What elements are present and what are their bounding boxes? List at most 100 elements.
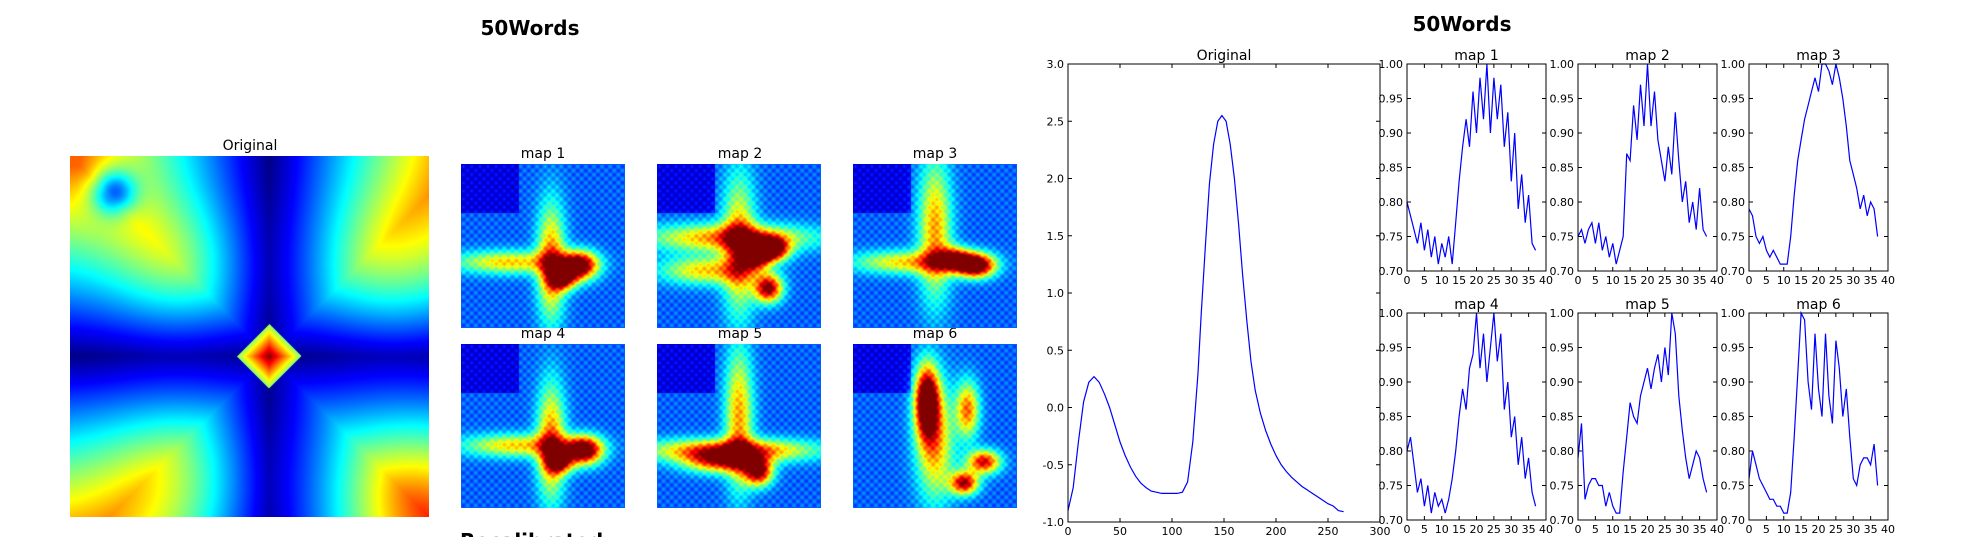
map-6-line-ytick-label: 0.80: [1721, 445, 1746, 458]
map-2-line-xtick-label: 20: [1641, 274, 1655, 287]
map-1-line-title: map 1: [1454, 48, 1498, 64]
map-6-line-xtick-label: 5: [1763, 523, 1770, 536]
original-line-ytick-label: -0.5: [1043, 459, 1064, 472]
map-3-line-xtick-label: 40: [1881, 274, 1895, 287]
map-3-line-title: map 3: [1796, 48, 1840, 64]
map-6-line-ytick-label: 0.85: [1721, 411, 1746, 424]
original-line-title: Original: [1197, 48, 1252, 64]
map-3-line-chart: map 3 0 5 10 15 20 25 30 35 40 0.70 0.75 0.80 0.85 0.9…: [1721, 48, 1896, 287]
map-5-line-title: map 5: [1625, 297, 1669, 313]
map-6-line-xtick-label: 40: [1881, 523, 1895, 536]
map-1-line-ytick-label: 0.70: [1379, 265, 1404, 278]
map-3-line-ytick-label: 0.95: [1721, 93, 1746, 106]
right-figure-title: 50Words: [1412, 12, 1511, 36]
map-2-line-title: map 2: [1625, 48, 1669, 64]
map-6-line-xtick-label: 25: [1829, 523, 1843, 536]
map-6-line-chart: map 60 5 10 15 20 25 30 35 400.700.750.800.850.9…: [1721, 297, 1896, 536]
map-3-line-series: [1749, 64, 1878, 264]
map-4-line-ytick-label: 0.85: [1379, 411, 1404, 424]
original-line-series: [1068, 116, 1344, 512]
original-line-ytick-label: 0.0: [1047, 402, 1065, 415]
map-1-line-frame: [1407, 64, 1546, 271]
map-6-line-frame: [1749, 313, 1888, 520]
map-3-line-xtick-label: 35: [1864, 274, 1878, 287]
map-6-line-xtick-label: 15: [1794, 523, 1808, 536]
map-5-line-ytick-label: 0.90: [1550, 376, 1575, 389]
map-4-line-chart: map 4 0 5 10 15 20 25 30 35 40 0.70 0.75 0.80 0.85 0.9…: [1379, 297, 1554, 536]
map-2-line-xtick-label: 10: [1606, 274, 1620, 287]
map-4-line-xtick-label: 15: [1452, 523, 1466, 536]
map-6-line-xtick-label: 20: [1812, 523, 1826, 536]
map-5-line-xtick-label: 35: [1693, 523, 1707, 536]
map-2-line-xtick-label: 0: [1575, 274, 1582, 287]
map-6-line-xtick-label: 30: [1846, 523, 1860, 536]
map-1-line-ytick-label: 0.90: [1379, 127, 1404, 140]
map-2-line-ytick-label: 0.70: [1550, 265, 1575, 278]
map-3-line-xtick-label: 15: [1794, 274, 1808, 287]
map-3-line-xtick-label: 0: [1746, 274, 1753, 287]
map-3-line-xtick-label: 20: [1812, 274, 1826, 287]
map-1-line-xtick-label: 25: [1487, 274, 1501, 287]
map-4-line-series: [1407, 313, 1536, 513]
map-4-line-ytick-label: 1.00: [1379, 307, 1404, 320]
map-4-line-xtick-label: 10: [1435, 523, 1449, 536]
map-6-line-ytick-label: 1.00: [1721, 307, 1746, 320]
map-6-line-series: [1749, 313, 1878, 513]
map-6-line-xtick-label: 10: [1777, 523, 1791, 536]
original-line-xtick-label: 200: [1266, 525, 1287, 537]
map-5-line-series: [1578, 313, 1707, 513]
map-3-line-frame: [1749, 64, 1888, 271]
map-6-line-xtick-label: 35: [1864, 523, 1878, 536]
map-3-line-ytick-label: 0.80: [1721, 196, 1746, 209]
map-2-line-ytick-label: 1.00: [1550, 58, 1575, 71]
map-1-line-xtick-label: 0: [1404, 274, 1411, 287]
map-4-line-ytick-label: 0.70: [1379, 514, 1404, 527]
map-4-line-xtick-label: 30: [1504, 523, 1518, 536]
map-1-line-xtick-label: 5: [1421, 274, 1428, 287]
map-5-line-ytick-label: 0.95: [1550, 342, 1575, 355]
map-5-line-ytick-label: 0.80: [1550, 445, 1575, 458]
map-5-line-xtick-label: 15: [1623, 523, 1637, 536]
map-4-line-ytick-label: 0.95: [1379, 342, 1404, 355]
map-2-line-xtick-label: 35: [1693, 274, 1707, 287]
map-5-line-xtick-label: 25: [1658, 523, 1672, 536]
map-2-line-ytick-label: 0.85: [1550, 162, 1575, 175]
map-2-line-series: [1578, 64, 1707, 264]
map-6-line-ytick-label: 0.95: [1721, 342, 1746, 355]
map-1-line-ytick-label: 0.95: [1379, 93, 1404, 106]
original-line-chart: Original0 50 100 150 200 250 300-1.0-0.50.00.5…: [1043, 48, 1391, 537]
map-5-line-xtick-label: 5: [1592, 523, 1599, 536]
map-3-line-ytick-label: 1.00: [1721, 58, 1746, 71]
map-4-line-ytick-label: 0.90: [1379, 376, 1404, 389]
map-6-line-ytick-label: 0.90: [1721, 376, 1746, 389]
map-2-line-xtick-label: 30: [1675, 274, 1689, 287]
map-3-line-xtick-label: 25: [1829, 274, 1843, 287]
map-3-line-ytick-label: 0.85: [1721, 162, 1746, 175]
original-line-xtick-label: 150: [1214, 525, 1235, 537]
original-line-ytick-label: 2.0: [1047, 173, 1065, 186]
map-4-line-xtick-label: 20: [1470, 523, 1484, 536]
map-5-line-xtick-label: 0: [1575, 523, 1582, 536]
original-line-ytick-label: 2.5: [1047, 115, 1065, 128]
map-2-line-ytick-label: 0.95: [1550, 93, 1575, 106]
map-1-line-xtick-label: 10: [1435, 274, 1449, 287]
original-line-xtick-label: 100: [1162, 525, 1183, 537]
map-4-line-title: map 4: [1454, 297, 1499, 313]
map-1-line-xtick-label: 30: [1504, 274, 1518, 287]
map-5-line-ytick-label: 1.00: [1550, 307, 1575, 320]
original-line-ytick-label: -1.0: [1043, 516, 1064, 529]
map-2-line-xtick-label: 25: [1658, 274, 1672, 287]
map-3-line-xtick-label: 5: [1763, 274, 1770, 287]
map-5-line-xtick-label: 10: [1606, 523, 1620, 536]
map-3-line-ytick-label: 0.75: [1721, 231, 1746, 244]
map-3-line-ytick-label: 0.70: [1721, 265, 1746, 278]
map-2-line-xtick-label: 5: [1592, 274, 1599, 287]
original-line-frame: [1068, 64, 1380, 522]
map-1-line-xtick-label: 15: [1452, 274, 1466, 287]
map-6-line-ytick-label: 0.75: [1721, 480, 1746, 493]
map-3-line-ytick-label: 0.90: [1721, 127, 1746, 140]
map-3-line-xtick-label: 30: [1846, 274, 1860, 287]
original-line-ytick-label: 1.5: [1047, 230, 1065, 243]
map-1-line-series: [1407, 64, 1536, 264]
map-5-line-frame: [1578, 313, 1717, 520]
